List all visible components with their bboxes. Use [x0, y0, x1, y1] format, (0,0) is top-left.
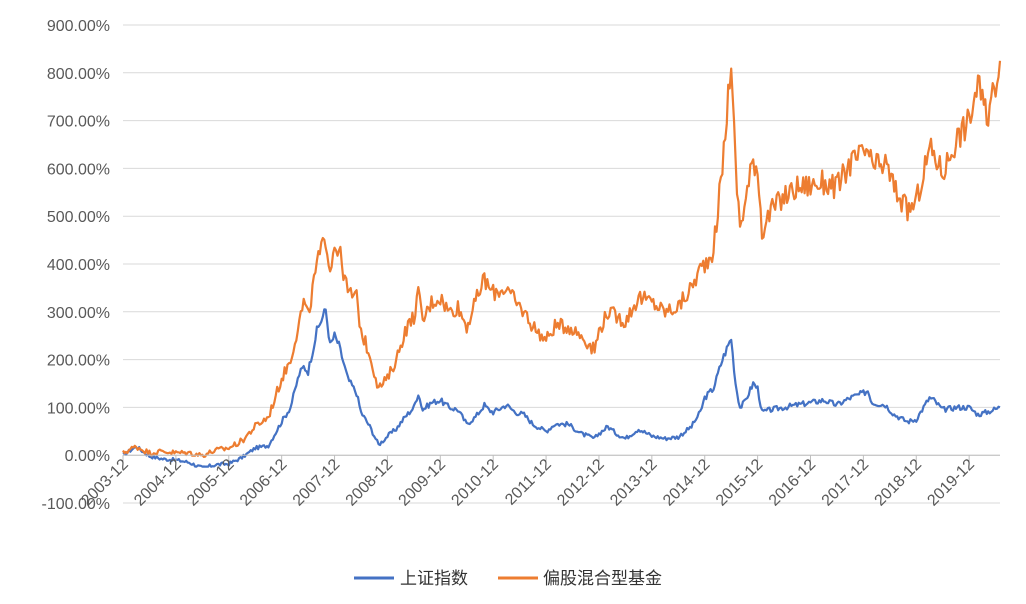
x-tick-label: 2019-12 [924, 456, 978, 510]
y-tick-label: 300.00% [47, 305, 110, 322]
x-tick-label: 2018-12 [872, 456, 926, 510]
y-tick-label: 0.00% [65, 448, 110, 465]
grid-lines [123, 24, 1000, 504]
series-line-shanghai-index [122, 308, 1001, 468]
x-tick-label: 2013-12 [607, 456, 661, 510]
x-tick-label: 2012-12 [554, 456, 608, 510]
x-axis [122, 454, 1000, 462]
x-tick-label: 2008-12 [343, 456, 397, 510]
y-tick-label: 400.00% [47, 257, 110, 274]
legend: 上证指数 偏股混合型基金 [354, 569, 662, 589]
y-tick-label: 900.00% [47, 18, 110, 35]
x-tick-label: 2006-12 [237, 456, 291, 510]
y-axis-tick-labels: 900.00% 800.00% 700.00% 600.00% 500.00% 400.0… [42, 18, 111, 513]
y-tick-label: 600.00% [47, 161, 110, 178]
y-tick-label: 100.00% [47, 400, 110, 417]
x-axis-tick-labels: 2003-12 2004-12 2005-12 2006-12 2007-12 2008-… [78, 456, 978, 510]
y-tick-label: -100.00% [42, 496, 111, 513]
y-tick-label: 500.00% [47, 209, 110, 226]
x-tick-label: 2017-12 [819, 456, 873, 510]
y-tick-label: 800.00% [47, 66, 110, 83]
x-tick-label: 2016-12 [766, 456, 820, 510]
y-tick-label: 700.00% [47, 114, 110, 131]
legend-label-equity-fund: 偏股混合型基金 [543, 569, 662, 589]
x-tick-label: 2015-12 [713, 456, 767, 510]
series-lines [122, 60, 1002, 468]
x-tick-label: 2009-12 [396, 456, 450, 510]
series-line-equity-fund [122, 60, 1002, 458]
legend-label-shanghai-index: 上证指数 [400, 569, 468, 589]
x-tick-label: 2010-12 [448, 456, 502, 510]
x-tick-label: 2004-12 [131, 456, 185, 510]
y-tick-label: 200.00% [47, 353, 110, 370]
x-tick-label: 2007-12 [290, 456, 344, 510]
x-tick-label: 2011-12 [502, 456, 555, 509]
x-tick-label: 2014-12 [660, 456, 714, 510]
